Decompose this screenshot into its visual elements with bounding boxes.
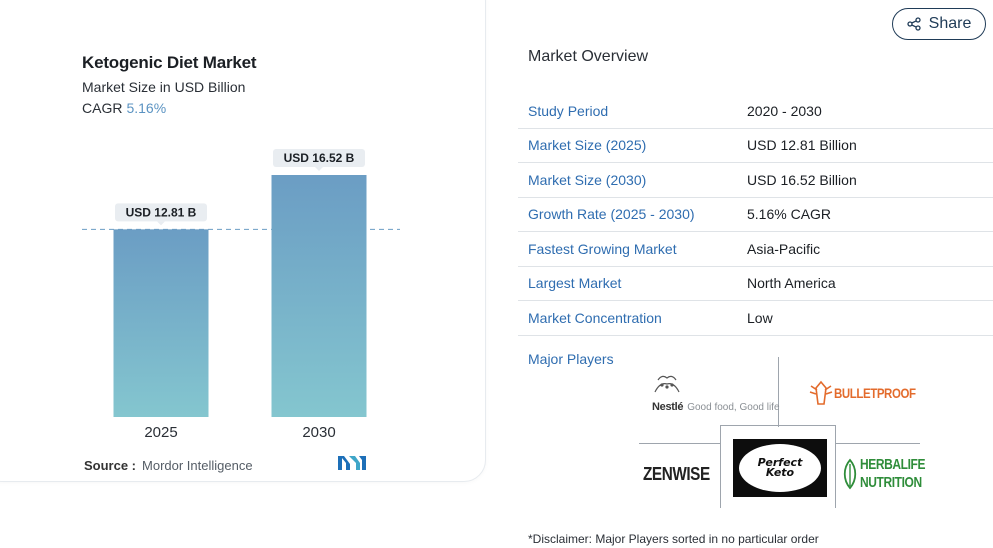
grid-divider (835, 443, 920, 444)
grid-divider (720, 425, 721, 508)
value-label-bg (273, 149, 365, 167)
source-label: Source : (84, 458, 137, 473)
zenwise-logo[interactable]: ZENWISE (643, 464, 722, 485)
market-overview-table: Study Period 2020 - 2030 Market Size (20… (518, 94, 993, 336)
disclaimer: *Disclaimer: Major Players sorted in no … (528, 532, 819, 546)
bar-chart: USD 12.81 B 2025 USD 16.52 B 2030 (82, 149, 400, 441)
herbalife-nutrition: NUTRITION (860, 474, 922, 491)
chart-title: Ketogenic Diet Market (82, 53, 257, 72)
perfect-keto-line1: Perfect (757, 456, 803, 469)
row-value: North America (747, 275, 836, 292)
perfect-keto-logo[interactable]: Perfect Keto (733, 439, 827, 497)
market-overview-heading: Market Overview (528, 48, 649, 65)
grid-divider (835, 425, 836, 508)
cagr-label: CAGR (82, 100, 123, 116)
chart-card (0, 0, 486, 482)
row-value: Asia-Pacific (747, 240, 821, 257)
x-tick-label: 2030 (302, 424, 335, 441)
cagr-value: 5.16% (126, 100, 167, 116)
perfect-keto-line2: Keto (765, 466, 795, 479)
herbalife-wordmark: HERBALIFE (860, 456, 926, 473)
row-label[interactable]: Market Size (2030) (528, 171, 647, 188)
nestle-nest-icon (654, 375, 680, 393)
row-label[interactable]: Market Concentration (528, 309, 662, 326)
row-value: USD 16.52 Billion (747, 171, 857, 188)
herbalife-logo[interactable]: HERBALIFE NUTRITION (842, 456, 941, 492)
row-value: Low (747, 309, 773, 326)
bar-2025[interactable] (113, 229, 209, 417)
nestle-tagline: Good food, Good life (687, 402, 780, 413)
major-players-label[interactable]: Major Players (528, 351, 614, 367)
row-label[interactable]: Fastest Growing Market (528, 240, 677, 257)
bulletproof-logo[interactable]: BULLETPROOF (808, 378, 934, 408)
mordor-intelligence-logo (338, 456, 366, 470)
data-label: USD 12.81 B (126, 205, 197, 219)
data-label: USD 16.52 B (284, 151, 355, 165)
perfect-keto-badge: Perfect Keto (739, 444, 821, 492)
table-row: Largest Market North America (518, 267, 993, 301)
chart-cagr: CAGR 5.16% (82, 100, 166, 116)
grid-divider (778, 357, 779, 427)
row-value: 2020 - 2030 (747, 102, 822, 119)
grid-divider (720, 425, 836, 426)
share-icon (906, 17, 921, 31)
value-label-pointer (315, 167, 323, 171)
herbalife-leaf-icon (843, 458, 857, 490)
table-row: Market Size (2025) USD 12.81 Billion (518, 129, 993, 163)
table-row: Market Concentration Low (518, 301, 993, 336)
nestle-wordmark: Nestlé (652, 401, 684, 413)
x-tick-label: 2025 (144, 424, 177, 441)
share-button[interactable]: Share (892, 8, 986, 40)
row-value: 5.16% CAGR (747, 206, 832, 223)
bulletproof-icon (809, 380, 833, 405)
row-label[interactable]: Largest Market (528, 275, 622, 292)
table-row: Market Size (2030) USD 16.52 Billion (518, 163, 993, 198)
row-value: USD 12.81 Billion (747, 137, 857, 154)
grid-divider (639, 443, 721, 444)
value-label-bg (115, 203, 207, 222)
share-label: Share (928, 15, 972, 32)
bar-2030[interactable] (271, 175, 367, 417)
bulletproof-wordmark: BULLETPROOF (834, 385, 916, 401)
table-row: Study Period 2020 - 2030 (518, 94, 993, 129)
chart-subtitle: Market Size in USD Billion (82, 79, 246, 95)
value-label-pointer (157, 221, 165, 226)
nestle-logo[interactable]: Nestlé Good food, Good life (652, 372, 780, 415)
row-label[interactable]: Market Size (2025) (528, 137, 647, 154)
zenwise-wordmark: ZENWISE (643, 464, 710, 484)
table-row: Fastest Growing Market Asia-Pacific (518, 232, 993, 267)
source-value: Mordor Intelligence (142, 458, 253, 473)
chart-source: Source : Mordor Intelligence (84, 458, 253, 473)
row-label[interactable]: Study Period (528, 102, 609, 119)
row-label[interactable]: Growth Rate (2025 - 2030) (528, 206, 695, 223)
table-row: Growth Rate (2025 - 2030) 5.16% CAGR (518, 198, 993, 232)
